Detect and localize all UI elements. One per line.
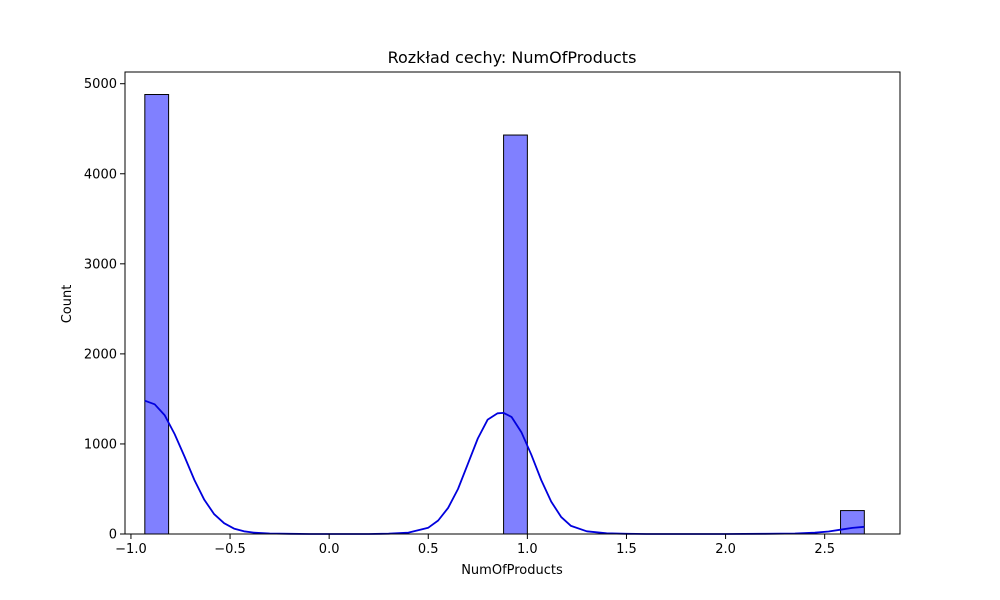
y-tick-label-3: 3000 — [84, 257, 117, 272]
chart-title: Rozkład cechy: NumOfProducts — [388, 48, 637, 67]
x-tick-label-5: 1.5 — [616, 542, 637, 557]
x-tick-label-6: 2.0 — [715, 542, 736, 557]
histogram-bar-1 — [503, 134, 528, 535]
y-tick-label-1: 1000 — [84, 437, 117, 452]
x-tick-label-2: 0.0 — [319, 542, 340, 557]
x-axis-label: NumOfProducts — [461, 563, 563, 578]
y-axis-label: Count — [60, 285, 75, 324]
y-tick-label-4: 4000 — [84, 167, 117, 182]
x-tick-label-3: 0.5 — [418, 542, 439, 557]
x-tick-label-4: 1.0 — [517, 542, 538, 557]
x-tick-label-7: 2.5 — [814, 542, 835, 557]
plot-area: −1.0 −0.5 0.0 0.5 1.0 1.5 2.0 2.5 0 1000 2000 3000 4… — [84, 71, 901, 557]
y-tick-label-5: 5000 — [84, 77, 117, 92]
y-tick-label-2: 2000 — [84, 347, 117, 362]
x-tick-label-1: −0.5 — [214, 542, 246, 557]
x-tick-label-0: −1.0 — [115, 542, 147, 557]
plot-frame — [124, 71, 901, 535]
histogram-bar-2 — [840, 510, 865, 535]
histogram-bar-0 — [144, 94, 170, 535]
y-tick-label-0: 0 — [109, 528, 117, 543]
